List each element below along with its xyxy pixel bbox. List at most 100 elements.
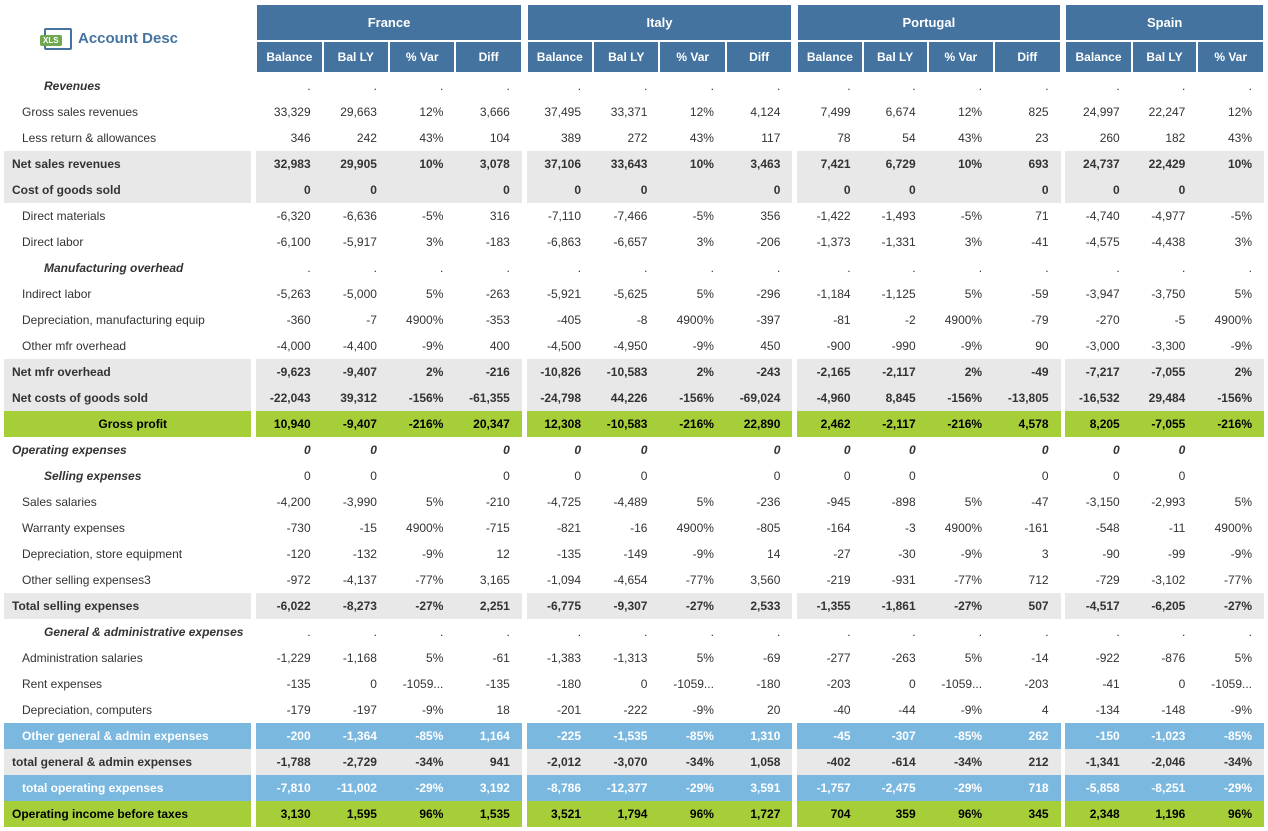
cell-value: 346 — [256, 125, 322, 151]
cell-value: 22,890 — [726, 411, 792, 437]
table-row: Rent expenses-1350-1059...-135-1800-1059… — [4, 671, 1264, 697]
cell-value: -8,273 — [323, 593, 389, 619]
table-row: Direct materials-6,320-6,636-5%316-7,110… — [4, 203, 1264, 229]
cell-value: . — [527, 619, 593, 645]
cell-value: -79 — [994, 307, 1060, 333]
cell-value: -4,960 — [797, 385, 862, 411]
metric-header-diff[interactable]: Diff — [726, 41, 792, 73]
cell-value: -9% — [1197, 541, 1264, 567]
cell-value: -27 — [797, 541, 862, 567]
cell-value: -6,863 — [527, 229, 593, 255]
cell-value: -8 — [593, 307, 659, 333]
cell-value: -5% — [1197, 203, 1264, 229]
cell-value: -135 — [256, 671, 322, 697]
metric-header-bally[interactable]: Bal LY — [593, 41, 659, 73]
cell-value: . — [863, 73, 928, 99]
metric-header-bally[interactable]: Bal LY — [323, 41, 389, 73]
cell-value: 32,983 — [256, 151, 322, 177]
cell-value: -397 — [726, 307, 792, 333]
cell-value: 693 — [994, 151, 1060, 177]
metric-header-var[interactable]: % Var — [389, 41, 455, 73]
cell-value: -156% — [1197, 385, 1264, 411]
cell-value: 96% — [389, 801, 455, 827]
cell-value: -85% — [659, 723, 725, 749]
cell-value: -5% — [659, 203, 725, 229]
table-row: Depreciation, computers-179-197-9%18-201… — [4, 697, 1264, 723]
cell-value: 3% — [389, 229, 455, 255]
cell-value: -180 — [527, 671, 593, 697]
cell-value: -27% — [389, 593, 455, 619]
cell-value: -7 — [323, 307, 389, 333]
metric-header-bally[interactable]: Bal LY — [863, 41, 928, 73]
metric-header-diff[interactable]: Diff — [455, 41, 521, 73]
cell-value: 0 — [256, 463, 322, 489]
metric-header-var[interactable]: % Var — [659, 41, 725, 73]
cell-value: -4,489 — [593, 489, 659, 515]
cell-value — [1197, 463, 1264, 489]
table-row: Direct labor-6,100-5,9173%-183-6,863-6,6… — [4, 229, 1264, 255]
country-header-france[interactable]: France — [256, 4, 522, 41]
cell-value: -1059... — [659, 671, 725, 697]
cell-value: 71 — [994, 203, 1060, 229]
metric-header-balance[interactable]: Balance — [797, 41, 862, 73]
cell-value: . — [1197, 73, 1264, 99]
cell-value: -4,950 — [593, 333, 659, 359]
cell-value: -3,000 — [1065, 333, 1131, 359]
cell-value: 4900% — [928, 307, 994, 333]
cell-value: -164 — [797, 515, 862, 541]
country-header-italy[interactable]: Italy — [527, 4, 793, 41]
cell-value: 7,421 — [797, 151, 862, 177]
cell-value: -9% — [389, 697, 455, 723]
cell-value: 0 — [323, 463, 389, 489]
cell-value: -7,055 — [1132, 359, 1198, 385]
cell-value: 0 — [256, 437, 322, 463]
cell-value: . — [323, 619, 389, 645]
cell-value: -922 — [1065, 645, 1131, 671]
cell-value: 450 — [726, 333, 792, 359]
cell-value: 4,578 — [994, 411, 1060, 437]
cell-value: 10% — [389, 151, 455, 177]
cell-value: -1,757 — [797, 775, 862, 801]
cell-value: 1,794 — [593, 801, 659, 827]
cell-value: 5% — [389, 281, 455, 307]
cell-value: -236 — [726, 489, 792, 515]
metric-header-balance[interactable]: Balance — [527, 41, 593, 73]
cell-value: 1,535 — [455, 801, 521, 827]
cell-value: 12,308 — [527, 411, 593, 437]
cell-value: -263 — [455, 281, 521, 307]
cell-value: -1059... — [928, 671, 994, 697]
cell-value: -120 — [256, 541, 322, 567]
cell-value: 0 — [527, 177, 593, 203]
table-row: Net mfr overhead-9,623-9,4072%-216-10,82… — [4, 359, 1264, 385]
country-header-spain[interactable]: Spain — [1065, 4, 1264, 41]
cell-value: -3,990 — [323, 489, 389, 515]
cell-value: 3% — [1197, 229, 1264, 255]
cell-value: 2,251 — [455, 593, 521, 619]
cell-value — [659, 437, 725, 463]
cell-value: -61,355 — [455, 385, 521, 411]
metric-header-balance[interactable]: Balance — [1065, 41, 1131, 73]
cell-value: 0 — [593, 463, 659, 489]
cell-value: -2,475 — [863, 775, 928, 801]
cell-value: . — [256, 619, 322, 645]
table-row: Selling expenses00000000000 — [4, 463, 1264, 489]
cell-value: -197 — [323, 697, 389, 723]
cell-value: -4,517 — [1065, 593, 1131, 619]
country-header-portugal[interactable]: Portugal — [797, 4, 1060, 41]
metric-header-diff[interactable]: Diff — [994, 41, 1060, 73]
cell-value: 182 — [1132, 125, 1198, 151]
cell-value: -200 — [256, 723, 322, 749]
cell-value: -161 — [994, 515, 1060, 541]
cell-value: -3,150 — [1065, 489, 1131, 515]
row-label: Warranty expenses — [4, 515, 251, 541]
cell-value: 20,347 — [455, 411, 521, 437]
cell-value: . — [1197, 619, 1264, 645]
metric-header-bally[interactable]: Bal LY — [1132, 41, 1198, 73]
metric-header-var[interactable]: % Var — [1197, 41, 1264, 73]
cell-value: -9% — [389, 541, 455, 567]
cell-value: -44 — [863, 697, 928, 723]
cell-value: -1,094 — [527, 567, 593, 593]
metric-header-var[interactable]: % Var — [928, 41, 994, 73]
cell-value — [928, 463, 994, 489]
metric-header-balance[interactable]: Balance — [256, 41, 322, 73]
